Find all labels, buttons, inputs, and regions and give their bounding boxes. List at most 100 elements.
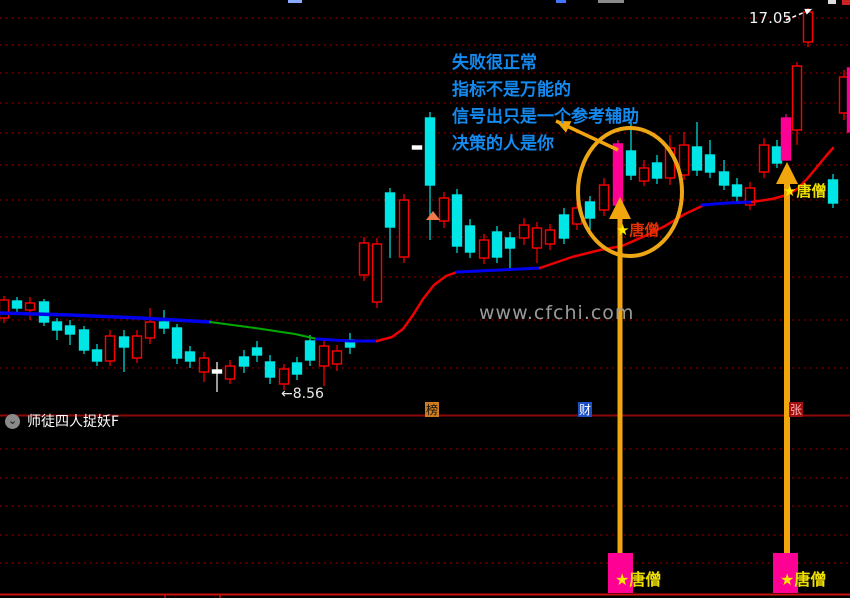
- candle-body: [731, 184, 743, 197]
- candle-body: [846, 67, 850, 133]
- candle-body: [531, 227, 543, 249]
- annotation-line-2: 指标不是万能的: [452, 80, 571, 100]
- candle-body: [625, 150, 637, 176]
- candle-body: [691, 146, 703, 171]
- candle-body: [464, 225, 476, 253]
- candle-body: [0, 299, 10, 319]
- signal-label-tangseng-1: ★唐僧: [616, 221, 660, 239]
- screen-edge-artifact: [556, 0, 566, 3]
- price-low-label: ←8.56: [281, 386, 324, 402]
- signal-label-tangseng-bar-1: ★唐僧: [615, 570, 662, 589]
- candle-body: [51, 321, 63, 331]
- signal-label-tangseng-2: ★唐僧: [783, 182, 827, 200]
- candle-body: [612, 143, 624, 206]
- signal-label-tangseng-bar-2: ★唐僧: [780, 570, 827, 589]
- annotation-line-3: 信号出只是一个参考辅助: [452, 107, 639, 127]
- ma-line-red: [375, 270, 459, 343]
- candle-body: [64, 325, 76, 335]
- candle-body: [544, 229, 556, 245]
- star-icon: ★: [780, 570, 795, 589]
- candle-body: [771, 146, 783, 164]
- candle-body: [678, 144, 690, 176]
- candle-body: [384, 192, 396, 228]
- candle-body: [184, 351, 196, 362]
- candle-body: [78, 329, 90, 351]
- candle-body: [504, 237, 516, 249]
- candle-body: [104, 335, 116, 362]
- candle-body: [158, 321, 170, 329]
- ma-line-blue: [455, 266, 542, 274]
- candle-body: [278, 368, 290, 385]
- candle-body: [91, 349, 103, 362]
- candle-body: [802, 11, 814, 43]
- candle-body: [411, 145, 423, 150]
- candle-body: [171, 327, 183, 359]
- signal-bar: [608, 553, 633, 593]
- signal-arrow-head: [776, 162, 798, 184]
- ma-line-green: [209, 321, 318, 340]
- candle-body: [478, 239, 490, 259]
- annotation-line-4: 决策的人是你: [452, 134, 554, 154]
- indicator-panel-header: ⌄ 师徒四人捉妖F: [5, 412, 119, 430]
- price-arrow-head: [804, 8, 812, 15]
- candle-body: [291, 362, 303, 375]
- watermark: www.cfchi.com: [479, 302, 635, 324]
- annotation-line-1: 失败很正常: [452, 53, 537, 73]
- ma-line-blue: [700, 200, 754, 207]
- annotation-arrow-head: [556, 121, 572, 133]
- candle-body: [131, 335, 143, 359]
- triangle-marker: [426, 211, 440, 220]
- candle-body: [598, 184, 610, 211]
- candle-body: [304, 340, 316, 361]
- candle-body: [318, 345, 330, 367]
- timeline-tag-text: 财: [579, 403, 591, 417]
- candle-body: [638, 167, 650, 182]
- collapse-chevron-icon[interactable]: ⌄: [5, 413, 20, 429]
- candle-body: [584, 201, 596, 219]
- timeline-tag-text: 张: [790, 403, 802, 417]
- candle-body: [11, 300, 23, 309]
- candle-body: [251, 347, 263, 356]
- candle-body: [491, 231, 503, 258]
- screen-edge-artifact: [598, 0, 624, 3]
- candle-body: [558, 214, 570, 239]
- ma-line-blue: [0, 311, 212, 324]
- candle-body: [358, 242, 370, 276]
- screen-edge-artifact: [828, 0, 836, 4]
- candle-body: [518, 224, 530, 239]
- candle-body: [398, 199, 410, 258]
- candle-body: [744, 187, 756, 206]
- ma-line-red: [750, 146, 835, 204]
- candle-body: [718, 171, 730, 186]
- candle-body: [651, 162, 663, 179]
- candle-body: [238, 356, 250, 367]
- candle-body: [827, 179, 839, 204]
- candle-body: [198, 357, 210, 373]
- candle-body: [424, 117, 436, 186]
- timeline-tag-bg: [425, 402, 439, 417]
- highlight-ellipse: [576, 126, 684, 258]
- candle-body: [371, 243, 383, 303]
- signal-bar: [773, 553, 798, 593]
- candle-body: [224, 365, 236, 380]
- indicator-panel-title[interactable]: 师徒四人捉妖F: [27, 414, 120, 430]
- ma-line-blue: [315, 337, 379, 343]
- candle-body: [118, 336, 130, 348]
- timeline-tag-bg: [789, 402, 803, 417]
- candle-body: [264, 361, 276, 378]
- candle-body: [758, 144, 770, 173]
- candle-body: [791, 65, 803, 131]
- candle-body: [331, 350, 343, 365]
- candle-body: [144, 321, 156, 339]
- timeline-tag-text: 榜: [426, 402, 438, 417]
- candle-body: [24, 302, 36, 311]
- candle-body: [704, 154, 716, 173]
- signal-arrow-head: [609, 197, 631, 219]
- screen-edge-artifact: [288, 0, 302, 3]
- candle-body: [438, 197, 450, 222]
- star-icon: ★: [616, 221, 630, 239]
- candle-body: [451, 194, 463, 247]
- ma-line-red: [538, 204, 704, 270]
